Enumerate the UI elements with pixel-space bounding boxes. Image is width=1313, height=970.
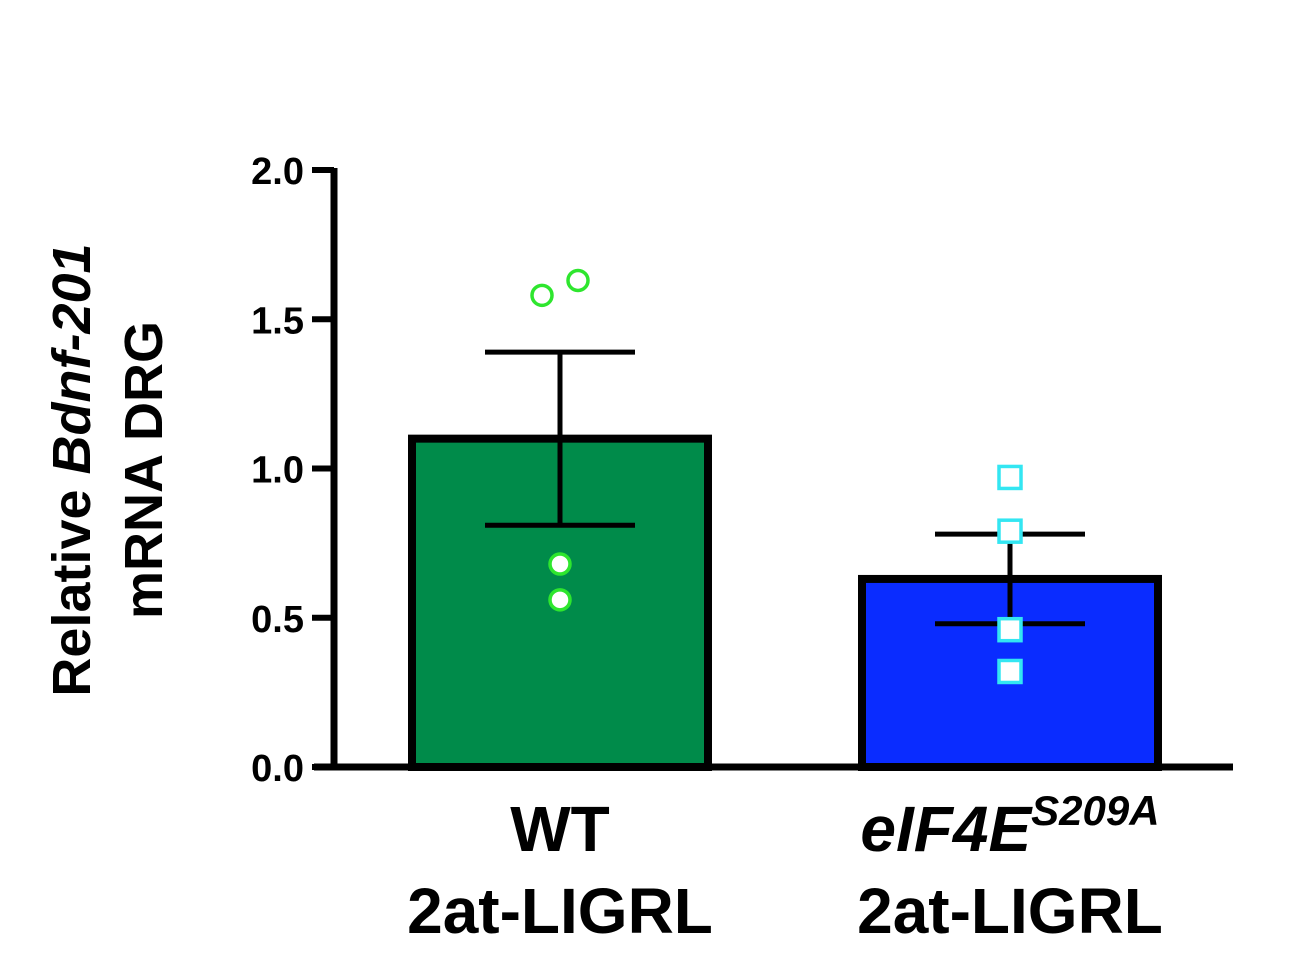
category-label-eif4e-sup: S209A xyxy=(1031,787,1159,834)
data-point-circle xyxy=(548,552,572,576)
data-point-square xyxy=(997,616,1023,643)
category-label-eif4e-line2: 2at-LIGRL xyxy=(857,875,1163,947)
category-label-eif4e-gene: eIF4E xyxy=(860,793,1033,865)
svg-text:Relative Bdnf-201: Relative Bdnf-201 xyxy=(42,243,102,696)
category-label-eif4e: eIF4ES209A xyxy=(860,787,1159,865)
y-axis-title-gene: Bdnf-201 xyxy=(42,243,102,474)
category-label-wt-line2: 2at-LIGRL xyxy=(407,875,713,947)
data-point-circle xyxy=(548,588,572,612)
y-tick-label: 2.0 xyxy=(251,151,304,193)
bars xyxy=(408,434,1162,771)
category-label-wt: WT xyxy=(510,793,610,865)
data-point-square xyxy=(997,518,1023,544)
data-point-square xyxy=(997,464,1023,491)
y-tick-label: 1.0 xyxy=(251,450,304,492)
data-point-square xyxy=(997,658,1023,685)
y-axis-title: Relative Bdnf-201 mRNA DRG xyxy=(42,243,174,696)
data-points xyxy=(530,268,1023,685)
y-axis-title-line2: mRNA DRG xyxy=(114,321,174,619)
y-tick-label: 0.0 xyxy=(251,748,304,790)
y-axis-title-prefix: Relative xyxy=(42,474,102,696)
y-tick-label: 0.5 xyxy=(251,599,304,641)
y-ticks: 0.0 0.5 1.0 1.5 2.0 xyxy=(251,151,334,790)
data-point-circle xyxy=(566,268,590,293)
y-tick-label: 1.5 xyxy=(251,300,304,342)
data-point-circle xyxy=(530,283,554,308)
